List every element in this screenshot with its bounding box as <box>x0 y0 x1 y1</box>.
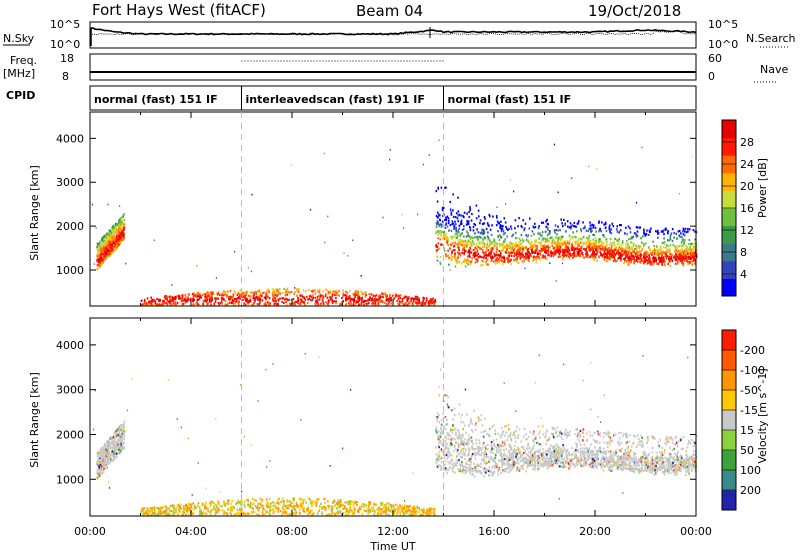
colorbar-tick-label: 16 <box>740 202 754 215</box>
x-axis-label: Time UT <box>369 540 415 553</box>
y-tick-label: 3000 <box>56 384 84 397</box>
colorbar-tick-label: 50 <box>740 444 754 457</box>
cpid-segment-label: interleavedscan (fast) 191 IF <box>246 93 425 106</box>
y-tick-label: 2000 <box>56 220 84 233</box>
colorbar-segment <box>722 350 736 371</box>
colorbar-tick-label: -50 <box>740 384 758 397</box>
colorbar-segment <box>722 278 736 297</box>
colorbar-segment <box>722 208 736 227</box>
noise-sky-line <box>89 27 697 36</box>
cpid-bar: CPID normal (fast) 151 IF interleavedscan… <box>6 85 697 111</box>
y-tick-label: 2000 <box>56 428 84 441</box>
y-tick-label: 3000 <box>56 176 84 189</box>
colorbar-segment <box>722 137 736 156</box>
colorbar-tick-label: 100 <box>740 464 761 477</box>
power-panel: 1000 2000 3000 4000 Slant Range [km] 4 8 12 16… <box>28 111 769 307</box>
colorbar-tick-label: 28 <box>740 136 754 149</box>
freq-left-tick-top: 18 <box>60 52 74 65</box>
noise-left-label: N.Sky <box>3 32 35 45</box>
x-tick-label: 12:00 <box>377 525 409 538</box>
colorbar-tick-label: 8 <box>740 246 747 259</box>
nave-right-tick-bottom: 0 <box>708 70 715 83</box>
colorbar-segment <box>722 390 736 411</box>
noise-left-tick-top: 10^5 <box>50 18 80 31</box>
freq-left-unit: [MHz] <box>3 67 35 80</box>
noise-right-label: N.Search <box>746 32 796 45</box>
x-tick-label: 00:00 <box>74 525 106 538</box>
y-tick-label: 4000 <box>56 132 84 145</box>
noise-right-tick-bottom: 10^0 <box>708 38 738 51</box>
nave-right-label: Nave <box>760 63 788 76</box>
velocity-ylabel: Slant Range [km] <box>28 372 41 468</box>
colorbar-tick-label: -15 <box>740 404 758 417</box>
colorbar-segment <box>722 330 736 351</box>
velocity-panel: 1000 2000 3000 4000 Slant Range [km] 200 100… <box>28 317 769 553</box>
nave-right-tick-top: 60 <box>708 52 722 65</box>
cpid-segment-label: normal (fast) 151 IF <box>448 93 572 106</box>
colorbar-segment <box>722 225 736 244</box>
power-heatmap <box>91 139 698 307</box>
date-label: 19/Oct/2018 <box>588 2 681 20</box>
x-tick-label: 16:00 <box>478 525 510 538</box>
colorbar-segment <box>722 172 736 191</box>
x-tick-label: 08:00 <box>276 525 308 538</box>
y-tick-label: 4000 <box>56 339 84 352</box>
radar-title: Fort Hays West (fitACF) <box>92 1 266 19</box>
colorbar-segment <box>722 370 736 391</box>
noise-right-tick-top: 10^5 <box>708 18 738 31</box>
noise-search-line <box>89 30 696 36</box>
colorbar-segment <box>722 190 736 209</box>
freq-left-tick-bottom: 8 <box>62 70 69 83</box>
power-ylabel: Slant Range [km] <box>28 165 41 261</box>
velocity-heatmap <box>93 352 698 517</box>
cpid-segment-label: normal (fast) 151 IF <box>94 93 218 106</box>
freq-left-label: Freq. <box>10 54 37 67</box>
y-tick-label: 1000 <box>56 473 84 486</box>
x-tick-label: 20:00 <box>579 525 611 538</box>
x-tick-label: 04:00 <box>175 525 207 538</box>
colorbar-segment <box>722 470 736 491</box>
power-colorbar-label: Power [dB] <box>756 158 769 218</box>
x-tick-label: 00:00 <box>680 525 712 538</box>
colorbar-segment <box>722 260 736 279</box>
noise-left-tick-bottom: 10^0 <box>50 38 80 51</box>
colorbar-segment <box>722 410 736 431</box>
colorbar-tick-label: 4 <box>740 268 747 281</box>
frequency-panel: Freq. [MHz] 18 8 60 0 Nave <box>3 52 788 83</box>
colorbar-tick-label: -100 <box>740 364 765 377</box>
colorbar-tick-label: -200 <box>740 344 765 357</box>
cpid-label: CPID <box>6 89 35 102</box>
colorbar-tick-label: 200 <box>740 484 761 497</box>
colorbar-tick-label: 12 <box>740 224 754 237</box>
colorbar-tick-label: 24 <box>740 158 754 171</box>
noise-panel: N.Sky 10^5 10^0 10^5 10^0 N.Search <box>3 18 796 51</box>
y-tick-label: 1000 <box>56 264 84 277</box>
colorbar-segment <box>722 430 736 451</box>
beam-label: Beam 04 <box>356 2 423 20</box>
colorbar-segment <box>722 450 736 471</box>
colorbar-tick-label: 20 <box>740 180 754 193</box>
colorbar-tick-label: 15 <box>740 424 754 437</box>
colorbar-segment <box>722 120 736 139</box>
velocity-colorbar-label: Velocity [m s^-1] <box>756 368 769 463</box>
colorbar-segment <box>722 490 736 511</box>
